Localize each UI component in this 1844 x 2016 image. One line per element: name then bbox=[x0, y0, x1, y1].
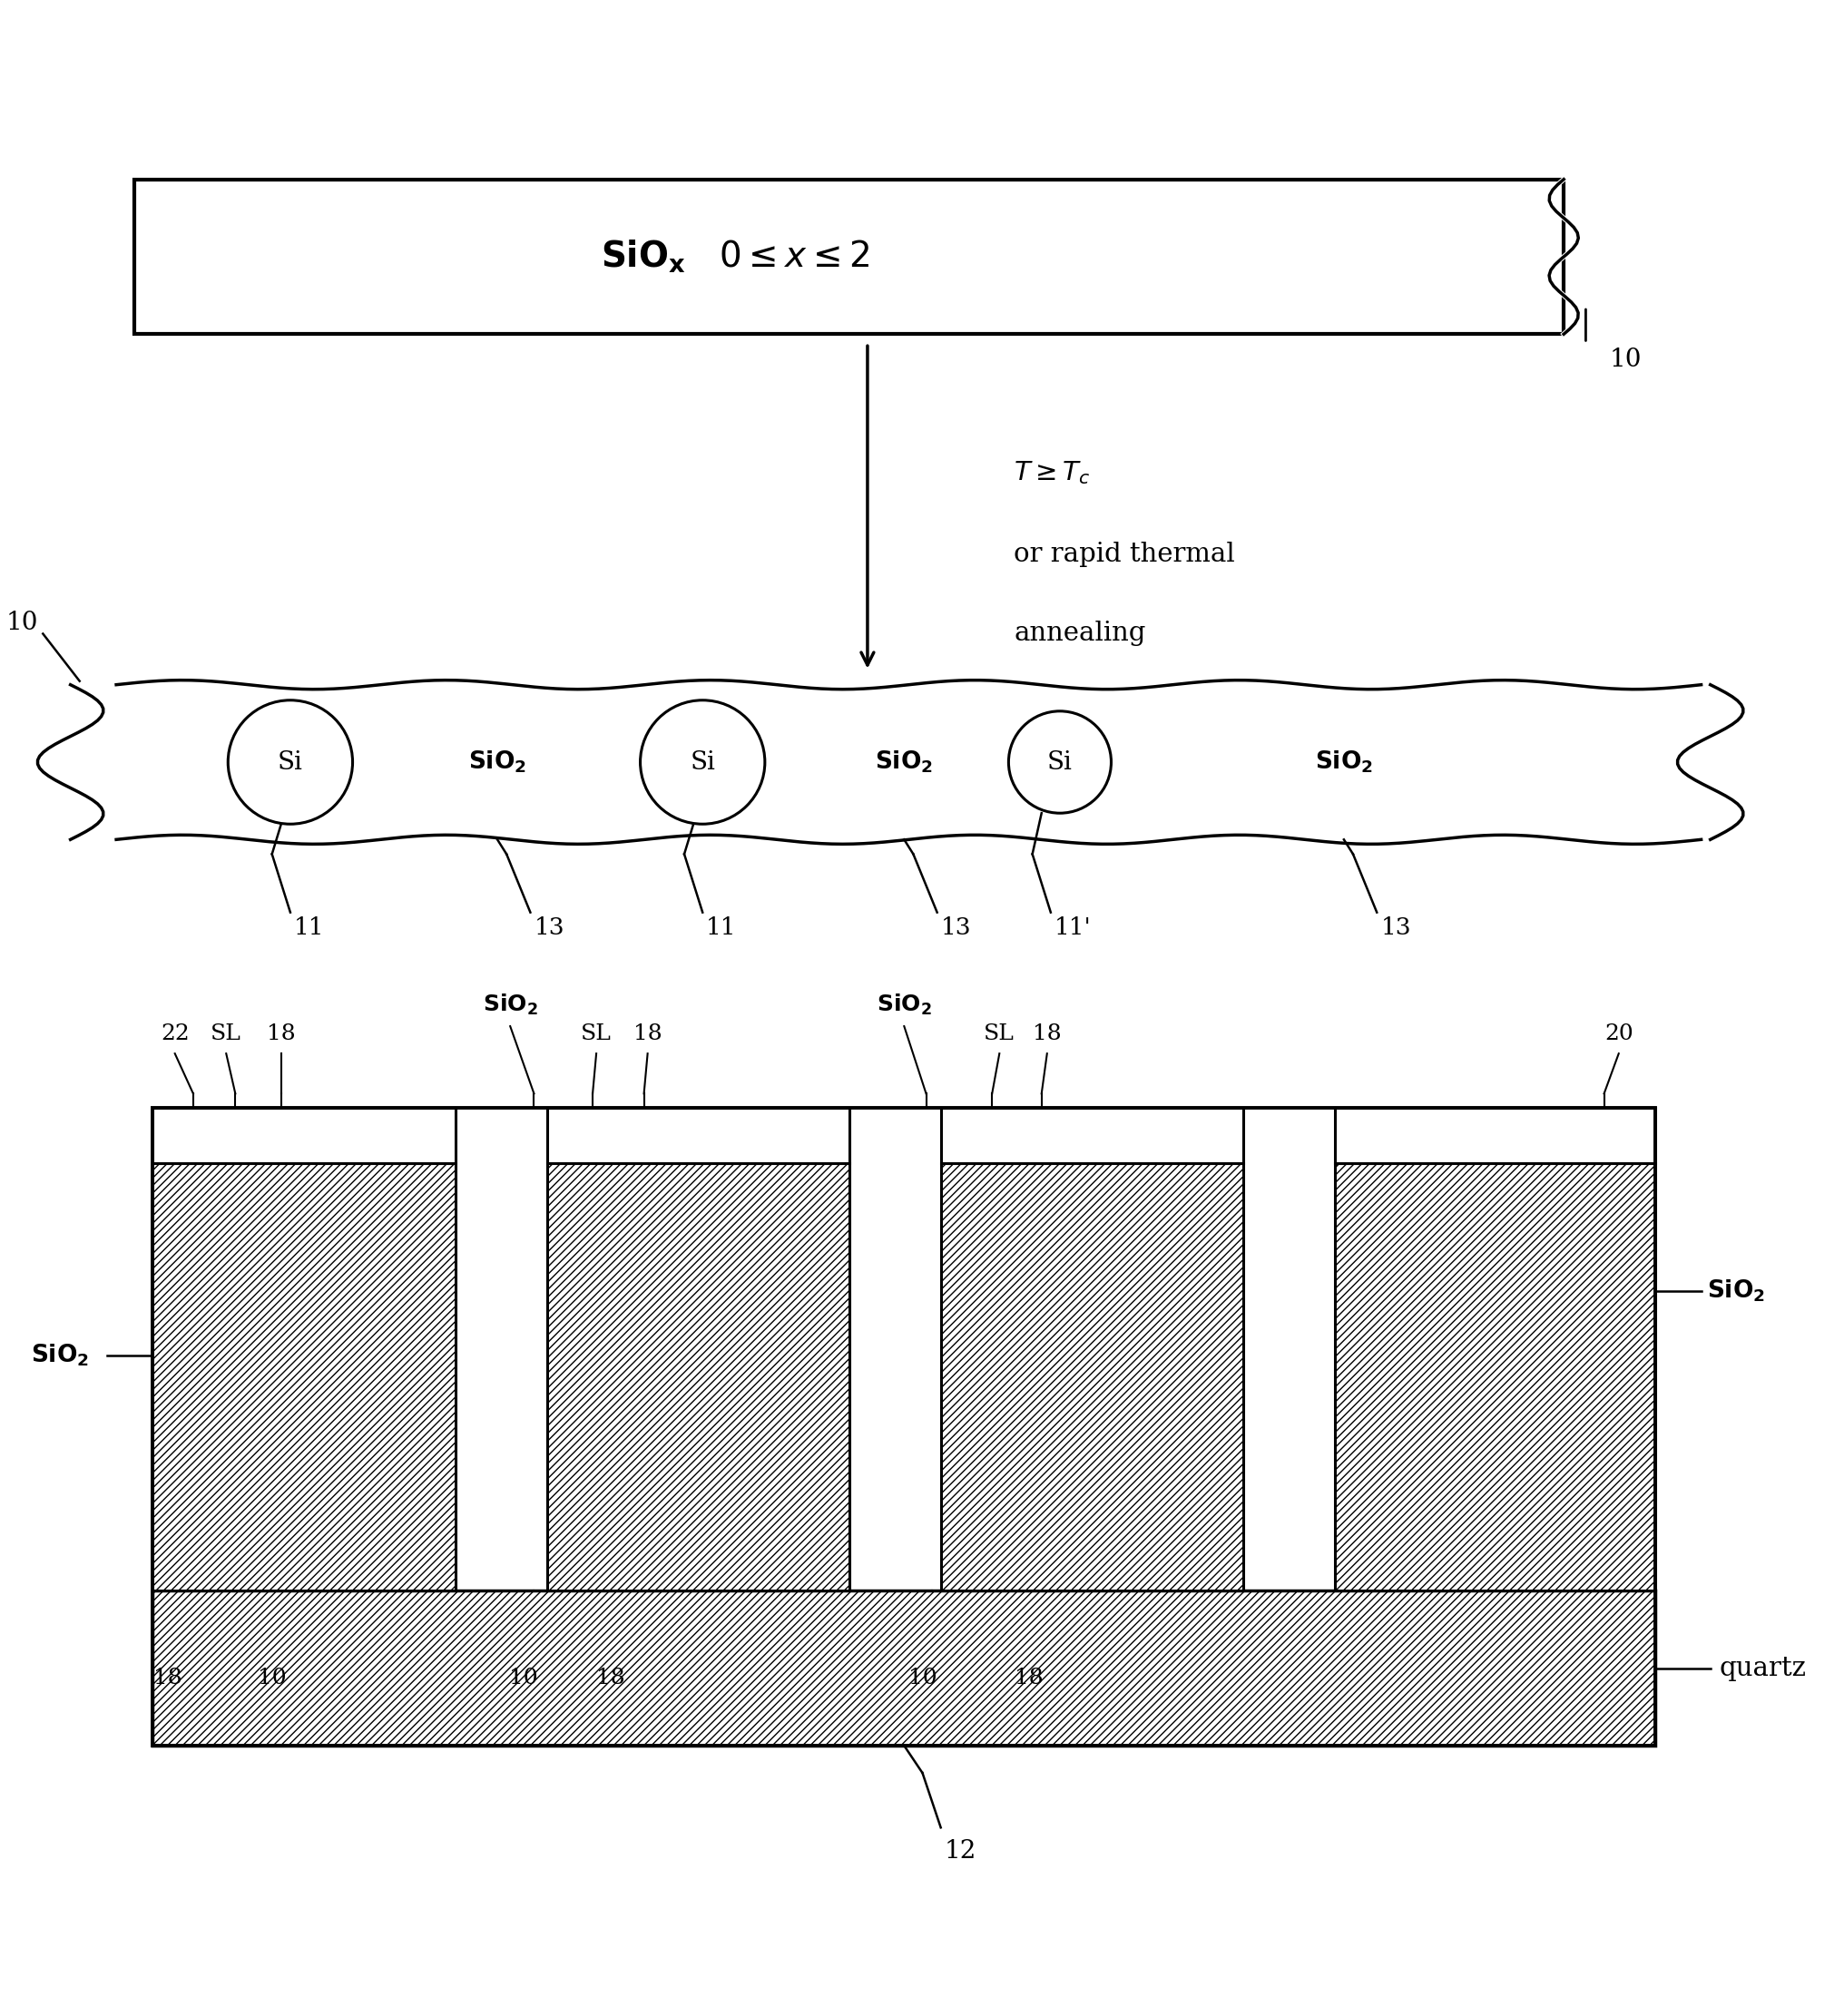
Bar bbox=[1333, 1163, 1654, 1591]
Text: 13: 13 bbox=[1379, 915, 1411, 939]
Text: SL: SL bbox=[983, 1024, 1014, 1044]
Text: 18: 18 bbox=[1033, 1024, 1060, 1044]
Text: 11': 11' bbox=[1055, 915, 1092, 939]
Text: 18: 18 bbox=[632, 1024, 662, 1044]
Bar bbox=[153, 1591, 1654, 1746]
Text: 13: 13 bbox=[533, 915, 564, 939]
Circle shape bbox=[229, 700, 352, 825]
Bar bbox=[940, 1163, 1243, 1591]
Text: $\mathbf{SiO_2}$: $\mathbf{SiO_2}$ bbox=[874, 750, 933, 774]
Bar bbox=[153, 1163, 455, 1591]
Text: 10: 10 bbox=[6, 611, 39, 635]
Text: Si: Si bbox=[1047, 750, 1071, 774]
Text: Si: Si bbox=[278, 750, 302, 774]
Text: $\mathbf{SiO_2}$: $\mathbf{SiO_2}$ bbox=[31, 1343, 89, 1369]
Text: 13: 13 bbox=[940, 915, 970, 939]
Text: $\mathbf{SiO_2}$: $\mathbf{SiO_2}$ bbox=[483, 992, 537, 1018]
Text: 10: 10 bbox=[509, 1667, 537, 1687]
Text: 18: 18 bbox=[596, 1667, 625, 1687]
Text: 18: 18 bbox=[153, 1667, 183, 1687]
Text: 20: 20 bbox=[1604, 1024, 1632, 1044]
Text: 12: 12 bbox=[944, 1839, 975, 1865]
Text: 10: 10 bbox=[258, 1667, 286, 1687]
Text: or rapid thermal: or rapid thermal bbox=[1014, 542, 1235, 566]
Bar bbox=[940, 1109, 1243, 1163]
Text: annealing: annealing bbox=[1014, 621, 1145, 645]
Text: SL: SL bbox=[581, 1024, 612, 1044]
Circle shape bbox=[640, 700, 765, 825]
Text: 11: 11 bbox=[293, 915, 325, 939]
Text: 18: 18 bbox=[1014, 1667, 1042, 1687]
Text: 11: 11 bbox=[706, 915, 736, 939]
Bar bbox=[153, 1109, 455, 1163]
Text: 22: 22 bbox=[160, 1024, 190, 1044]
Bar bbox=[546, 1163, 848, 1591]
Bar bbox=[153, 1109, 1654, 1746]
Text: $\mathbf{SiO_2}$: $\mathbf{SiO_2}$ bbox=[468, 750, 526, 774]
Text: 10: 10 bbox=[907, 1667, 937, 1687]
Bar bbox=[135, 179, 1564, 335]
Text: 10: 10 bbox=[1608, 349, 1641, 373]
Text: Si: Si bbox=[690, 750, 715, 774]
Text: $\mathbf{SiO_2}$: $\mathbf{SiO_2}$ bbox=[876, 992, 931, 1018]
Circle shape bbox=[1009, 712, 1110, 812]
Polygon shape bbox=[116, 679, 1700, 845]
Text: SL: SL bbox=[210, 1024, 242, 1044]
Bar bbox=[546, 1109, 848, 1163]
Text: $\mathbf{SiO_2}$: $\mathbf{SiO_2}$ bbox=[1315, 750, 1372, 774]
Text: quartz: quartz bbox=[1719, 1655, 1805, 1681]
Bar bbox=[1333, 1109, 1654, 1163]
Text: $\mathbf{SiO_x}$   $0 \leq x \leq 2$: $\mathbf{SiO_x}$ $0 \leq x \leq 2$ bbox=[599, 238, 869, 274]
Text: $\mathbf{SiO_2}$: $\mathbf{SiO_2}$ bbox=[1706, 1278, 1765, 1304]
Text: $T \geq T_c$: $T \geq T_c$ bbox=[1014, 460, 1090, 486]
Text: 18: 18 bbox=[267, 1024, 295, 1044]
